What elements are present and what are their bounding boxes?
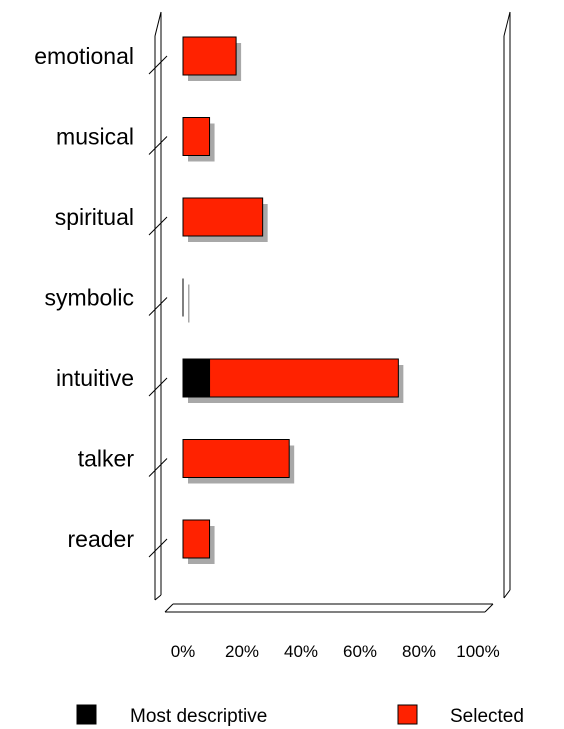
bar-intuitive-series-0 <box>182 358 211 398</box>
left-wall-top-edge <box>154 11 162 37</box>
row-tick-musical <box>148 136 168 155</box>
bar-shadow-symbolic <box>188 284 190 323</box>
bar-spiritual-series-1 <box>182 197 264 237</box>
bars-group <box>182 36 404 564</box>
x-tick-label-40: 40% <box>284 642 318 661</box>
x-tick-label-100: 100% <box>456 642 499 661</box>
category-labels: emotional musical spiritual symbolic intuiti… <box>34 43 134 552</box>
bar-talker-series-1 <box>182 439 290 478</box>
legend-label-1: Selected <box>450 706 524 727</box>
bar-reader-series-1 <box>182 519 211 559</box>
bar-intuitive-series-1 <box>209 358 399 398</box>
category-label-symbolic: symbolic <box>45 285 134 311</box>
category-label-emotional: emotional <box>34 43 134 69</box>
legend-label-0: Most descriptive <box>130 706 267 727</box>
right-wall-top-edge <box>503 11 511 37</box>
bar-musical-series-1 <box>182 117 211 156</box>
category-label-talker: talker <box>78 446 135 472</box>
legend-swatch-1 <box>397 704 418 725</box>
row-tick-spiritual <box>148 216 168 236</box>
row-tick-talker <box>148 458 168 477</box>
left-wall-bottom-edge <box>154 594 162 601</box>
category-label-reader: reader <box>68 526 135 552</box>
row-tick-symbolic <box>148 297 168 316</box>
x-tick-label-20: 20% <box>225 642 259 661</box>
legend: Most descriptive Selected <box>76 704 524 727</box>
x-tick-label-80: 80% <box>402 642 436 661</box>
category-label-spiritual: spiritual <box>55 204 134 230</box>
row-tick-reader <box>148 538 168 558</box>
row-tick-intuitive <box>148 377 168 397</box>
category-label-musical: musical <box>56 124 134 150</box>
row-tick-emotional <box>148 55 168 75</box>
x-tick-label-0: 0% <box>171 642 196 661</box>
x-tick-label-60: 60% <box>343 642 377 661</box>
legend-swatch-0 <box>76 704 97 725</box>
chart-frame <box>148 11 511 613</box>
category-label-intuitive: intuitive <box>56 365 134 391</box>
bar-emotional-series-1 <box>182 36 237 76</box>
floor-right-edge <box>484 603 494 613</box>
floor-left-edge <box>164 603 174 613</box>
x-axis: 0% 20% 40% 60% 80% 100% <box>171 642 500 661</box>
right-wall-bottom-edge <box>503 589 511 599</box>
